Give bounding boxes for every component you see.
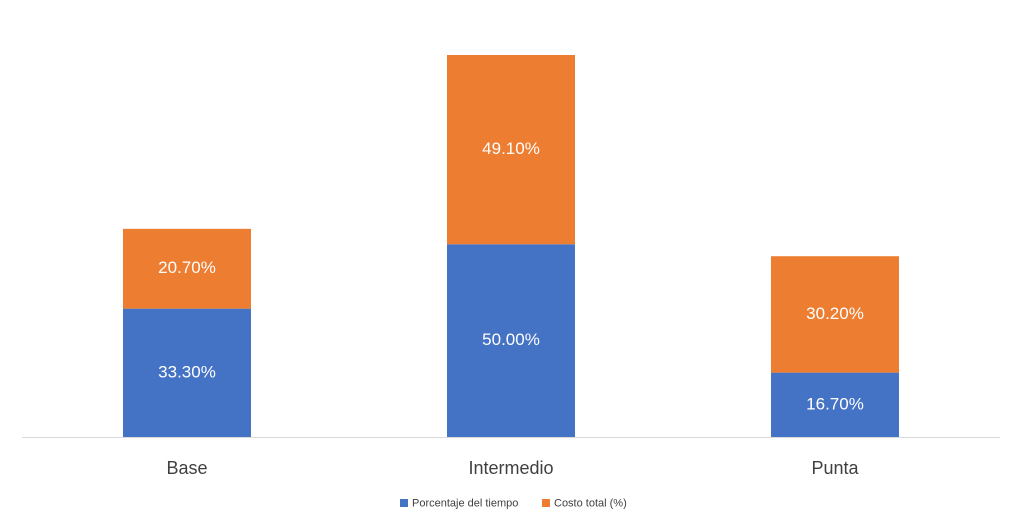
- value-label: 30.20%: [806, 304, 864, 323]
- legend-label: Costo total (%): [554, 497, 627, 509]
- value-label: 20.70%: [158, 258, 216, 277]
- legend-swatch: [542, 499, 550, 507]
- bar-segment: [447, 244, 575, 437]
- x-tick-label: Punta: [811, 458, 859, 478]
- value-label: 49.10%: [482, 139, 540, 158]
- value-label: 50.00%: [482, 330, 540, 349]
- x-tick-label: Base: [166, 458, 207, 478]
- bar-segment: [771, 372, 899, 437]
- value-label: 33.30%: [158, 362, 216, 381]
- x-tick-label: Intermedio: [468, 458, 553, 478]
- bar-segment: [771, 256, 899, 373]
- bar-segment: [447, 55, 575, 245]
- value-label: 16.70%: [806, 394, 864, 413]
- bar-segment: [123, 308, 251, 437]
- legend-swatch: [400, 499, 408, 507]
- legend-label: Porcentaje del tiempo: [412, 497, 518, 509]
- bar-segment: [123, 228, 251, 309]
